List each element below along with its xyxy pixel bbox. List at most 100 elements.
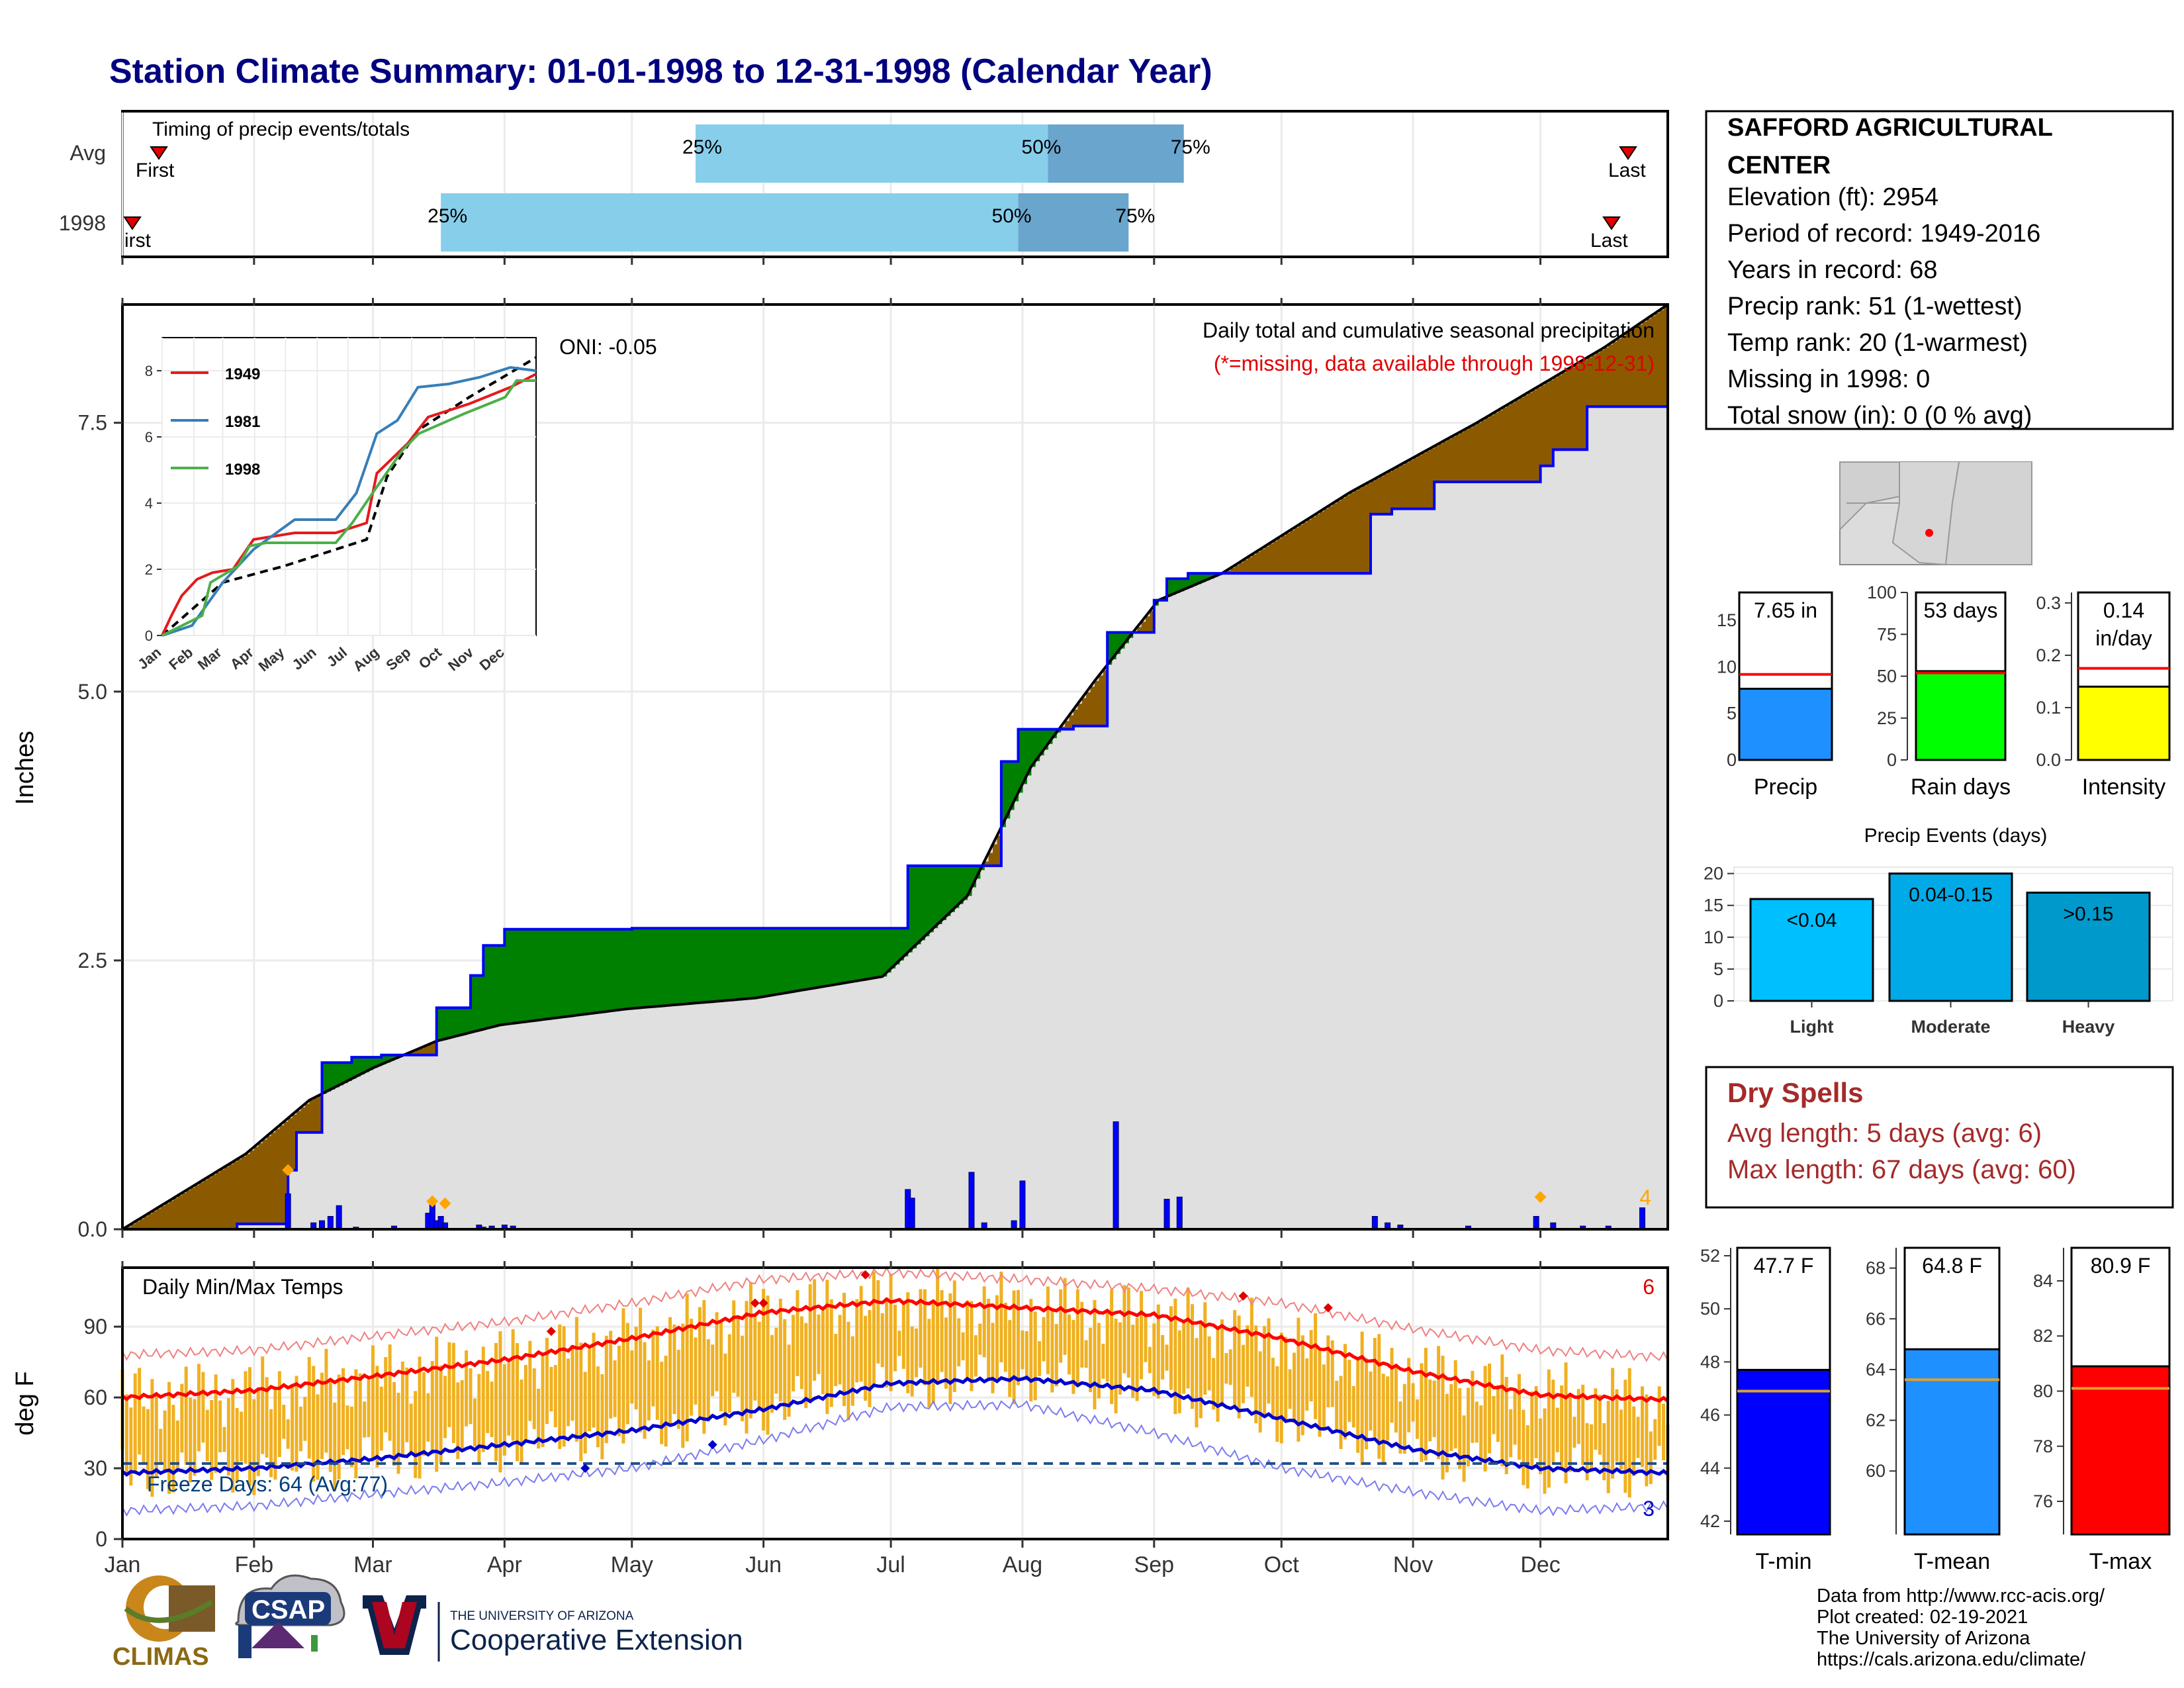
daily-temp-bar xyxy=(613,1360,617,1417)
daily-temp-bar xyxy=(210,1399,214,1480)
daily-temp-bar xyxy=(604,1335,608,1444)
daily-temp-bar xyxy=(469,1368,473,1425)
tmin-bar-tick-label: 42 xyxy=(1700,1511,1720,1531)
daily-temp-bar xyxy=(184,1366,188,1465)
daily-temp-bar xyxy=(821,1310,825,1395)
daily-temp-bar xyxy=(982,1286,986,1358)
daily-temp-bar xyxy=(240,1411,244,1462)
above-avg-fill xyxy=(369,1057,374,1070)
record-high-marker xyxy=(1323,1303,1333,1313)
tmax-bar-tick-label: 78 xyxy=(2033,1436,2053,1456)
above-avg-fill xyxy=(1026,729,1032,776)
daily-temp-bar xyxy=(1615,1389,1619,1462)
daily-precip-bar xyxy=(909,1197,915,1230)
daily-temp-bar xyxy=(1386,1376,1390,1441)
daily-temp-bar xyxy=(1046,1286,1050,1374)
inset-legend: 1949 1981 1998 xyxy=(171,365,260,479)
daily-temp-bar xyxy=(1322,1364,1326,1429)
intensity-bar-tick-label: 0.3 xyxy=(2036,593,2061,613)
daily-temp-bar xyxy=(1118,1322,1122,1395)
above-avg-fill xyxy=(1175,579,1180,593)
daily-temp-bar xyxy=(1199,1321,1203,1419)
daily-temp-bar xyxy=(1144,1315,1148,1362)
below-avg-fill xyxy=(220,1169,225,1229)
below-avg-fill xyxy=(420,1048,425,1055)
below-avg-fill xyxy=(1357,488,1363,574)
normal-min-line xyxy=(121,1375,1669,1477)
above-avg-fill xyxy=(835,928,841,985)
below-avg-fill xyxy=(173,1197,178,1229)
above-avg-fill xyxy=(377,1057,382,1066)
daily-temp-bar xyxy=(541,1354,545,1448)
record-low-marker xyxy=(580,1464,590,1474)
below-avg-fill xyxy=(1251,554,1257,574)
tmax-bar-tick-label: 84 xyxy=(2033,1271,2053,1291)
tmin-bar-tick-label: 52 xyxy=(1700,1246,1720,1266)
daily-temp-bar xyxy=(1365,1358,1369,1450)
month-label-apr: Apr xyxy=(487,1552,522,1577)
daily-temp-bar xyxy=(1509,1409,1513,1458)
below-avg-fill xyxy=(1332,503,1338,574)
below-avg-fill xyxy=(135,1221,140,1229)
daily-temp-bar xyxy=(269,1409,273,1477)
below-avg-fill xyxy=(1302,522,1308,574)
above-avg-fill xyxy=(657,928,662,1007)
daily-temp-bar xyxy=(766,1295,770,1435)
daily-temp-bar xyxy=(244,1371,248,1464)
daily-temp-bar xyxy=(154,1394,158,1478)
above-avg-fill xyxy=(1167,579,1172,597)
daily-temp-bar xyxy=(133,1373,137,1472)
record-high-marker xyxy=(750,1298,760,1308)
daily-temp-bar xyxy=(392,1382,396,1466)
daily-temp-bar xyxy=(443,1376,447,1438)
above-avg-fill xyxy=(1111,632,1116,660)
below-avg-fill xyxy=(246,1154,251,1224)
below-avg-fill xyxy=(1468,427,1473,483)
daily-temp-bar xyxy=(792,1315,796,1391)
daily-temp-bar xyxy=(124,1394,128,1474)
events-y-tick-label: 20 xyxy=(1704,864,1723,884)
timing-bars: 25% 50% 75% 25% 50% 75% xyxy=(428,124,1210,252)
events-bar-light xyxy=(1749,898,1874,1002)
events-category-moderate: Moderate xyxy=(1911,1017,1990,1037)
daily-temp-bar xyxy=(1653,1419,1657,1460)
above-avg-fill xyxy=(1009,761,1015,810)
below-avg-fill xyxy=(1273,541,1278,574)
below-avg-fill xyxy=(1655,312,1660,407)
events-bar-label-light: <0.04 xyxy=(1787,910,1837,931)
daily-temp-bar xyxy=(400,1361,404,1456)
month-label-mar: Mar xyxy=(353,1552,392,1577)
daily-temp-bar xyxy=(1216,1327,1220,1422)
ua-big-text: Cooperative Extension xyxy=(450,1624,743,1656)
timing-row-1998: 1998 xyxy=(59,211,106,235)
above-avg-fill xyxy=(852,928,858,982)
daily-temp-bar xyxy=(1360,1331,1364,1466)
daily-temp-bar xyxy=(553,1365,557,1428)
daily-temp-bar xyxy=(1590,1424,1594,1469)
timing-pct75-Avg: 75% xyxy=(1171,136,1210,158)
above-avg-fill xyxy=(772,928,777,996)
daily-temp-bar xyxy=(1339,1376,1343,1450)
below-avg-fill xyxy=(1455,434,1461,483)
daily-temp-bar xyxy=(456,1382,460,1460)
daily-temp-bar xyxy=(961,1332,965,1361)
daily-temp-bar xyxy=(1627,1368,1631,1498)
daily-temp-bar xyxy=(1373,1338,1377,1437)
above-avg-fill xyxy=(920,865,926,941)
daily-temp-bar xyxy=(1641,1386,1645,1468)
above-avg-fill xyxy=(929,865,934,933)
above-avg-fill xyxy=(844,928,849,984)
above-avg-fill xyxy=(602,929,607,1012)
temp-lines xyxy=(121,1266,1669,1517)
above-avg-fill xyxy=(666,928,671,1006)
daily-temp-bar xyxy=(494,1342,498,1462)
above-avg-fill xyxy=(640,928,645,1008)
daily-temp-bar xyxy=(1063,1278,1067,1355)
tmean-bar-value-bar xyxy=(1903,1348,2001,1536)
daily-temp-bar xyxy=(1496,1385,1500,1442)
snow-marker xyxy=(1534,1191,1547,1203)
above-avg-fill xyxy=(504,929,510,1025)
above-avg-fill xyxy=(805,928,811,990)
above-avg-fill xyxy=(1120,632,1125,649)
ua-logo: THE UNIVERSITY OF ARIZONA Cooperative Ex… xyxy=(363,1595,743,1662)
